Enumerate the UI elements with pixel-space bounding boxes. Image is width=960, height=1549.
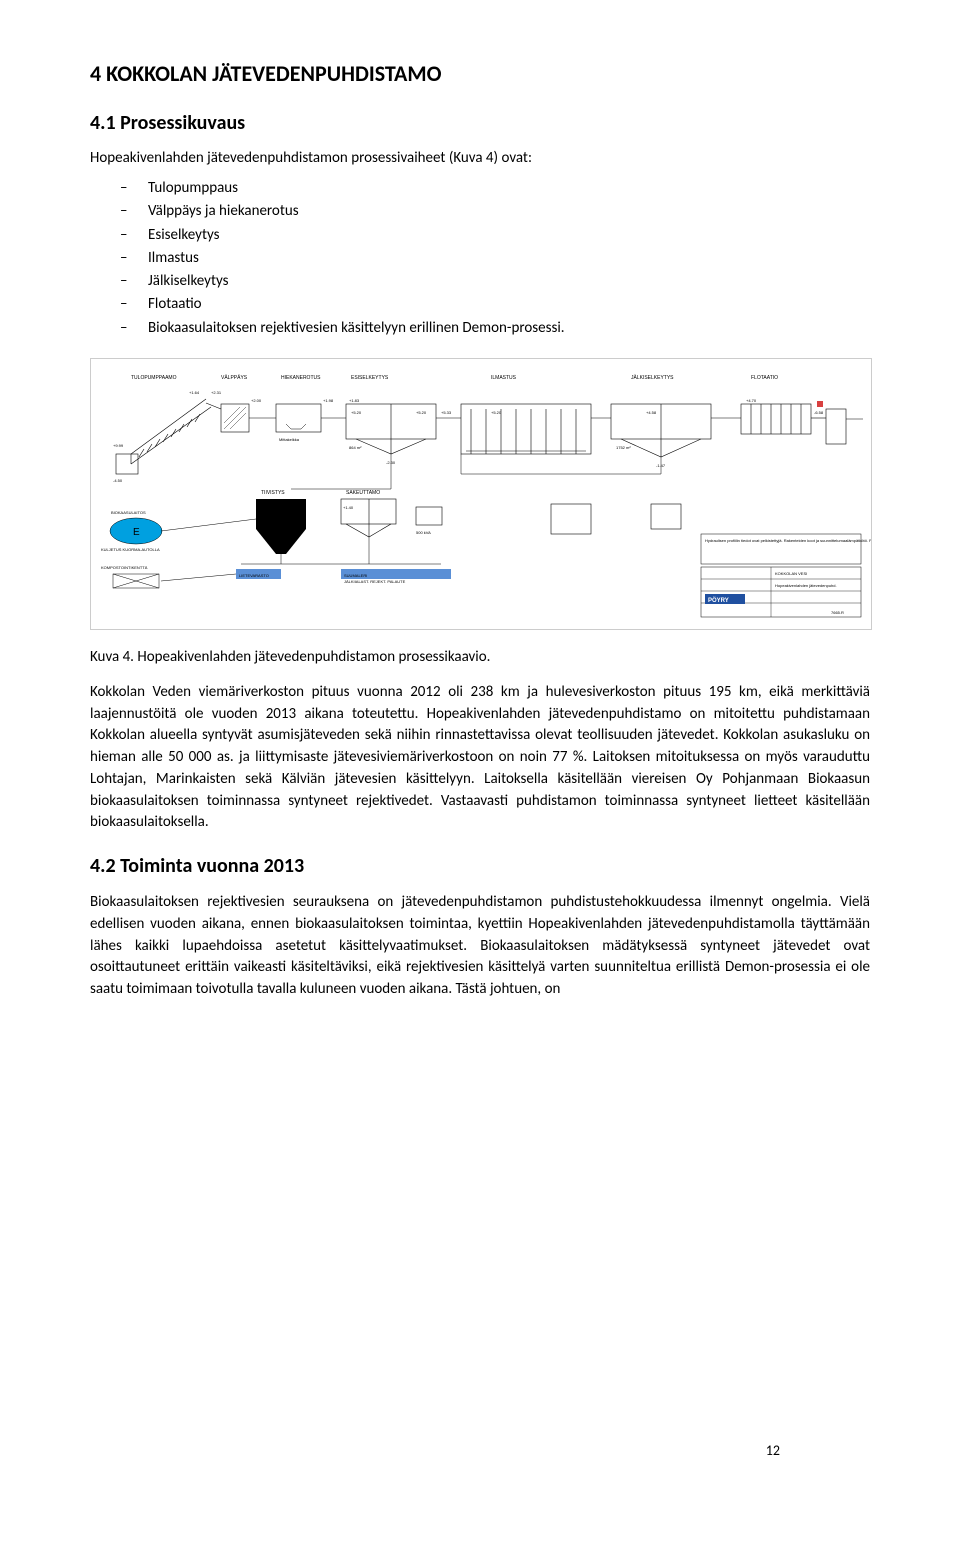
body-paragraph-2: Biokaasulaitoksen rejektivesien seurauks… [90,892,870,1001]
elev-label: +5.20 [351,410,362,415]
heading-4-2: 4.2 Toiminta vuonna 2013 [90,854,870,878]
side-label: KOMPOSTOINTIKENTTÄ [101,565,148,570]
stage-label: VÄLPPÄYS [221,374,248,381]
figure-caption: Kuva 4. Hopeakivenlahden jätevedenpuhdis… [90,648,870,666]
list-item: Biokaasulaitoksen rejektivesien käsittel… [120,317,870,340]
stage-label: ILMASTUS [491,375,517,381]
elev-label: +1.83 [349,398,360,403]
elev-label: +1.64 [189,390,200,395]
body-paragraph-1: Kokkolan Veden viemäriverkoston pituus v… [90,682,870,834]
diagram-svg: TULOPUMPPAAMO VÄLPPÄYS HIEKANEROTUS ESIS… [91,359,871,629]
elev-label: +5.20 [416,410,427,415]
elev-label: +2.31 [211,390,222,395]
small-label: Mittakelkka [279,437,300,442]
title-block-project: KOKKOLAN VESI [775,571,807,576]
stage-label: TULOPUMPPAAMO [131,375,177,381]
heading-section-4: 4 KOKKOLAN JÄTEVEDENPUHDISTAMO [90,60,870,87]
elev-label: +5.33 [441,410,452,415]
stage-label: FLOTAATIO [751,375,778,381]
heading-4-1: 4.1 Prosessikuvaus [90,111,870,135]
list-item: Ilmastus [120,247,870,270]
title-block-company: PÖYRY [708,597,729,604]
list-item: Tulopumppaus [120,177,870,200]
lower-label: SAKEUTTAMO [346,490,380,496]
bottom-label: LIETEVARASTO [239,573,269,578]
bioenergy-letter: E [133,527,140,538]
elev-label: -6.58 [814,410,824,415]
elev-label: +2.00 [251,398,262,403]
small-label: 1752 m² [616,445,631,450]
stage-label: HIEKANEROTUS [281,375,321,381]
elev-label: +4.70 [746,398,757,403]
lower-label: TIIVISTYS [261,490,285,496]
title-block-drawing: Hopeakivenlahden jätevedenpuhd. [775,583,837,588]
elev-label: +1.40 [343,505,354,510]
elev-label: +9.99 [113,443,124,448]
bottom-label: 500 kVA [416,530,431,535]
process-stage-list: Tulopumppaus Välppäys ja hiekanerotus Es… [120,177,870,340]
intro-paragraph: Hopeakivenlahden jätevedenpuhdistamon pr… [90,149,870,167]
list-item: Välppäys ja hiekanerotus [120,200,870,223]
title-block-note: Hydraulisen profiilin tiedot ovat pelkis… [705,538,871,543]
small-label: 864 m² [349,445,362,450]
list-item: Esiselkeytys [120,224,870,247]
page-number: 12 [766,1442,780,1459]
stage-label: ESISELKEYTYS [351,375,389,381]
process-flow-diagram: TULOPUMPPAAMO VÄLPPÄYS HIEKANEROTUS ESIS… [90,358,872,630]
side-label: BIOKAASULAITOS [111,510,146,515]
stage-label: JÄLKISELKEYTYS [631,374,674,381]
elev-label: -4.50 [113,478,123,483]
title-block-number: 7665.R [831,610,844,615]
elev-label: +5.20 [491,410,502,415]
side-label: KULJETUS KUORMA-AUTOLLA [101,547,160,552]
bottom-label: SUUMALERI [344,573,367,578]
bottom-label: JÄLKIIALAST. REJEKT. PALAUTE [344,579,406,584]
elev-label: +4.58 [646,410,657,415]
list-item: Jälkiselkeytys [120,270,870,293]
list-item: Flotaatio [120,293,870,316]
elev-label: +1.98 [323,398,334,403]
